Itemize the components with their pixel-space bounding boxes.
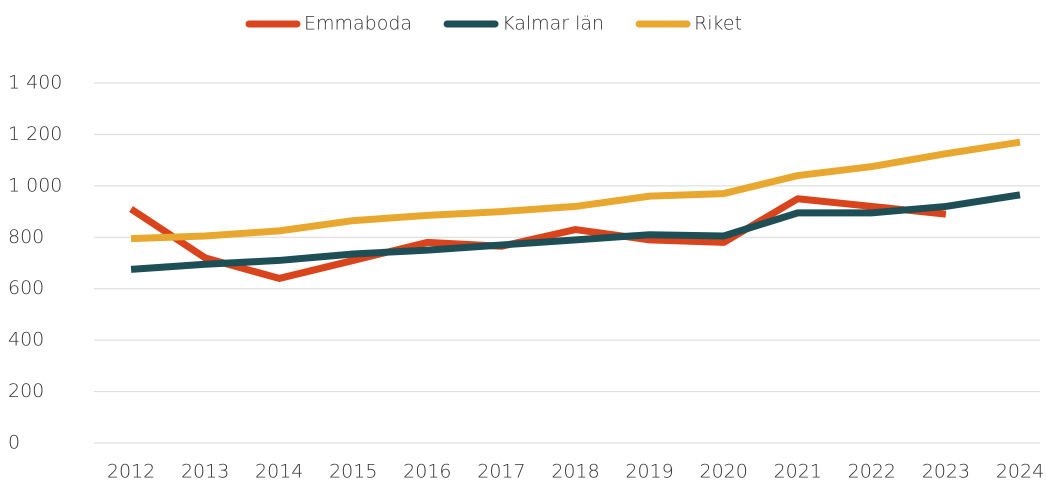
y-tick-label: 800: [8, 226, 44, 248]
x-tick-label: 2013: [181, 461, 229, 483]
x-tick-label: 2022: [848, 461, 896, 483]
x-tick-label: 2018: [551, 461, 599, 483]
legend-label: Kalmar län: [502, 13, 604, 35]
legend-label: Riket: [694, 13, 742, 35]
y-tick-label: 1 200: [8, 123, 62, 145]
x-tick-label: 2024: [996, 461, 1044, 483]
x-tick-label: 2023: [922, 461, 970, 483]
y-tick-label: 600: [8, 277, 44, 299]
x-tick-label: 2015: [329, 461, 377, 483]
legend-label: Emmaboda: [304, 13, 412, 35]
x-tick-label: 2016: [403, 461, 451, 483]
x-tick-label: 2012: [107, 461, 155, 483]
x-tick-label: 2019: [625, 461, 673, 483]
x-tick-label: 2014: [255, 461, 303, 483]
y-tick-label: 1 400: [8, 72, 62, 94]
x-tick-label: 2020: [700, 461, 748, 483]
y-tick-label: 1 000: [8, 174, 62, 196]
y-tick-label: 200: [8, 380, 44, 402]
y-tick-label: 0: [8, 432, 20, 454]
y-tick-label: 400: [8, 329, 44, 351]
x-tick-label: 2017: [477, 461, 525, 483]
line-series: [129, 195, 947, 282]
line-series: [130, 191, 1021, 273]
line-series: [130, 138, 1021, 243]
x-tick-label: 2021: [774, 461, 822, 483]
